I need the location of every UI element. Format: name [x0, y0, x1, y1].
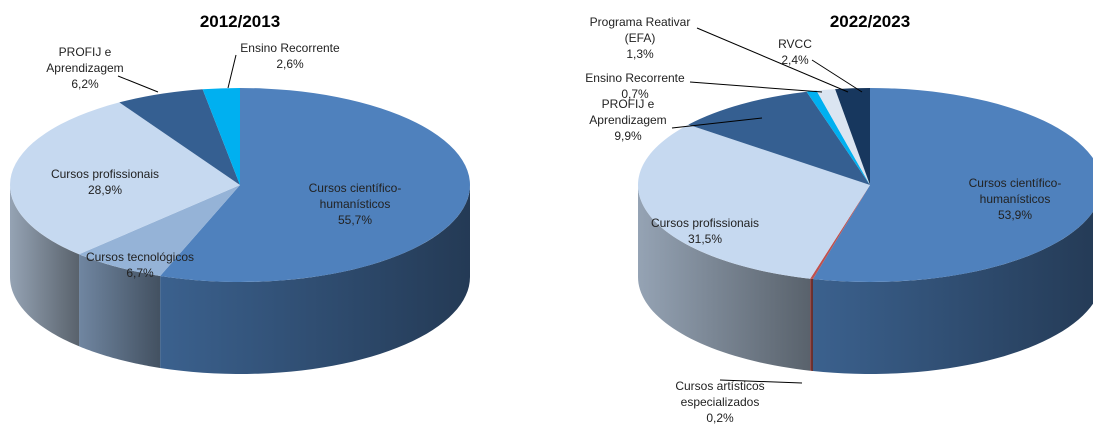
- value-label: 53,9%: [997, 208, 1033, 222]
- leader-line: [117, 75, 159, 93]
- slice: [9, 102, 240, 255]
- slice: [806, 90, 870, 185]
- category-name: Cursos científico-humanísticos: [308, 181, 402, 211]
- category-name: RVCC: [778, 37, 812, 51]
- category-name: Cursos artísticos especializados: [675, 379, 765, 409]
- slice: [79, 185, 240, 276]
- category-name: PROFIJ e Aprendizagem: [46, 45, 124, 75]
- value-label: 0,7%: [621, 87, 649, 101]
- slice-label: PROFIJ e Aprendizagem 9,9%: [578, 96, 678, 144]
- slice-label: Cursos científico-humanísticos 55,7%: [290, 180, 420, 228]
- category-name: Cursos profissionais: [650, 216, 760, 230]
- slice: [810, 185, 870, 280]
- leader-line: [227, 54, 237, 89]
- value-label: 6,2%: [71, 77, 99, 91]
- value-label: 2,6%: [276, 57, 304, 71]
- value-label: 1,3%: [626, 47, 654, 61]
- slice-label: Cursos artísticos especializados 0,2%: [665, 378, 775, 426]
- slice: [835, 88, 870, 185]
- slice: [160, 88, 471, 282]
- leader-line: [671, 117, 763, 129]
- value-label: 55,7%: [337, 213, 373, 227]
- slice-label: Cursos profissionais 31,5%: [640, 215, 770, 247]
- slice: [202, 88, 240, 185]
- slice: [816, 89, 870, 185]
- value-label: 0,2%: [706, 411, 734, 425]
- category-name: Ensino Recorrente: [585, 71, 685, 85]
- category-name: PROFIJ e Aprendizagem: [589, 97, 667, 127]
- slice-side: [79, 254, 161, 368]
- chart-title: 2012/2013: [199, 12, 281, 31]
- leader-line: [719, 379, 803, 384]
- leader-line: [696, 27, 849, 93]
- slice: [119, 89, 240, 185]
- slice-label: Cursos científico-humanísticos 53,9%: [955, 175, 1075, 223]
- slice-label: Ensino Recorrente 0,7%: [565, 70, 705, 102]
- category-name: Cursos profissionais: [50, 167, 160, 181]
- slice-label: Programa Reativar (EFA) 1,3%: [575, 14, 705, 62]
- category-name: Programa Reativar (EFA): [589, 15, 691, 45]
- slice-label: Cursos tecnológicos 6,7%: [75, 249, 205, 281]
- category-name: Ensino Recorrente: [240, 41, 340, 55]
- slice-label: Ensino Recorrente 2,6%: [225, 40, 355, 72]
- category-name: Cursos tecnológicos: [85, 250, 195, 264]
- slice-side: [10, 185, 80, 347]
- chart-title: 2022/2023: [829, 12, 911, 31]
- slice-side: [638, 185, 811, 371]
- value-label: 6,7%: [126, 266, 154, 280]
- value-label: 2,4%: [781, 53, 809, 67]
- slice: [638, 124, 870, 279]
- slice-side: [810, 278, 813, 372]
- slice: [812, 88, 1093, 282]
- value-label: 9,9%: [614, 129, 642, 143]
- slice: [688, 91, 870, 185]
- slice-label: Cursos profissionais 28,9%: [40, 166, 170, 198]
- value-label: 28,9%: [87, 183, 123, 197]
- leader-line: [811, 59, 863, 93]
- value-label: 31,5%: [687, 232, 723, 246]
- slice-side: [160, 185, 470, 374]
- slice-label: PROFIJ e Aprendizagem 6,2%: [35, 44, 135, 92]
- slice-label: RVCC 2,4%: [765, 36, 825, 68]
- category-name: Cursos científico-humanísticos: [968, 176, 1062, 206]
- leader-line: [689, 81, 823, 93]
- slice-side: [812, 211, 1093, 374]
